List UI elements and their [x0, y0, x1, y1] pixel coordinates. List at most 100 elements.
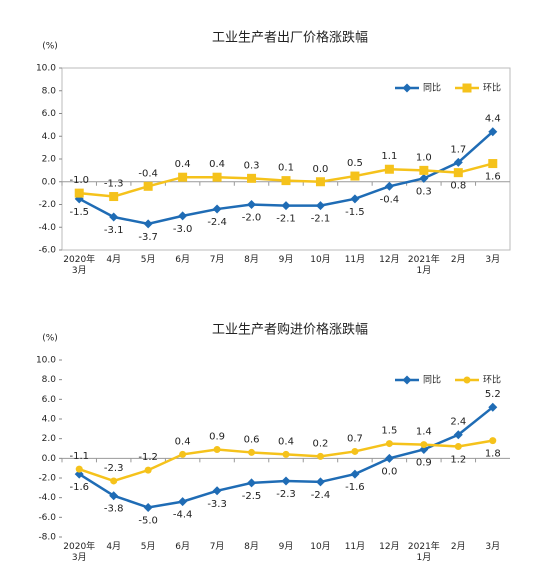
value-label: -3.7: [138, 232, 158, 243]
value-label: -0.4: [138, 168, 158, 179]
data-point: [488, 159, 498, 169]
value-label: -2.0: [242, 213, 262, 224]
data-point: [488, 127, 498, 137]
data-point: [350, 194, 360, 204]
data-point: [350, 171, 360, 181]
x-tick-label: 7月: [209, 255, 225, 265]
data-point: [454, 443, 462, 451]
x-tick-label: 9月: [278, 542, 294, 552]
value-label: -1.6: [69, 482, 89, 493]
value-label: -2.4: [207, 217, 227, 228]
y-tick-label: 10.0: [36, 356, 56, 366]
legend-marker: [462, 83, 472, 93]
value-label: 2.4: [450, 417, 466, 428]
chart-title: 工业生产者出厂价格涨跌幅: [212, 30, 368, 46]
value-label: 1.1: [381, 151, 397, 162]
value-label: -1.3: [104, 179, 124, 190]
data-point: [178, 211, 188, 221]
value-label: -2.5: [242, 491, 262, 502]
x-tick-label: 2020年 3月: [63, 542, 96, 563]
data-point: [316, 452, 324, 460]
data-point: [281, 476, 291, 486]
data-point: [109, 192, 119, 202]
x-tick-label: 8月: [244, 542, 259, 552]
legend-marker: [402, 83, 412, 93]
value-label: 0.2: [313, 438, 329, 449]
data-point: [179, 450, 187, 458]
data-point: [282, 450, 290, 458]
data-point: [419, 173, 429, 183]
value-label: 0.0: [381, 466, 397, 477]
x-tick-label: 10月: [310, 542, 331, 552]
x-tick-label: 3月: [485, 542, 501, 552]
data-point: [315, 477, 325, 487]
value-label: -3.0: [173, 224, 193, 235]
x-tick-label: 2月: [450, 255, 466, 265]
x-tick-label: 11月: [344, 542, 366, 552]
value-label: -1.0: [69, 175, 89, 186]
x-tick-label: 12月: [379, 255, 400, 265]
value-label: -1.5: [345, 207, 365, 218]
data-point: [248, 448, 256, 456]
value-label: 0.4: [278, 436, 294, 447]
y-tick-label: -4.0: [38, 493, 56, 503]
data-point: [212, 204, 222, 214]
y-tick-label: 4.0: [42, 415, 57, 425]
value-label: -2.1: [311, 214, 331, 225]
y-tick-label: 0.0: [42, 454, 57, 464]
value-label: 0.7: [347, 433, 363, 444]
value-label: -3.1: [104, 225, 124, 236]
y-tick-label: 2.0: [42, 155, 57, 165]
y-tick-label: 6.0: [42, 395, 57, 405]
data-point: [281, 176, 291, 186]
data-point: [385, 440, 393, 448]
y-axis-label: (%): [42, 42, 58, 52]
x-tick-label: 2月: [450, 542, 466, 552]
data-point: [247, 200, 257, 209]
data-point: [109, 491, 119, 501]
value-label: 0.0: [313, 164, 329, 175]
value-label: -3.3: [207, 499, 227, 510]
y-tick-label: -2.0: [38, 200, 56, 210]
data-point: [143, 181, 153, 191]
legend-label: 同比: [423, 374, 441, 386]
x-tick-label: 4月: [106, 542, 122, 552]
y-tick-label: 8.0: [42, 86, 57, 96]
value-label: -2.3: [104, 463, 124, 474]
x-tick-label: 6月: [175, 255, 190, 265]
value-label: 0.3: [416, 186, 432, 197]
data-point: [281, 201, 291, 211]
data-point: [109, 212, 119, 222]
y-tick-label: -2.0: [38, 474, 56, 484]
data-point: [110, 477, 118, 485]
x-tick-label: 8月: [244, 255, 259, 265]
value-label: -2.4: [311, 490, 331, 501]
data-point: [488, 402, 498, 412]
legend-marker: [463, 376, 471, 384]
value-label: -1.5: [69, 207, 89, 218]
value-label: 0.9: [416, 457, 432, 468]
data-point: [453, 168, 463, 178]
data-point: [420, 441, 428, 449]
x-tick-label: 2021年 1月: [407, 542, 440, 563]
data-point: [143, 219, 153, 229]
data-point: [489, 437, 497, 445]
x-tick-label: 12月: [379, 542, 400, 552]
data-point: [144, 466, 152, 474]
legend-label: 同比: [423, 82, 441, 94]
value-label: -1.1: [69, 451, 89, 462]
x-tick-label: 2021年 1月: [407, 255, 440, 276]
value-label: 0.6: [244, 434, 260, 445]
value-label: 1.6: [485, 172, 501, 183]
y-tick-label: 8.0: [42, 375, 57, 385]
y-tick-label: 2.0: [42, 434, 57, 444]
x-tick-label: 11月: [344, 255, 366, 265]
data-point: [247, 478, 257, 488]
data-point: [419, 165, 429, 175]
y-tick-label: 0.0: [42, 177, 57, 187]
x-tick-label: 5月: [140, 255, 156, 265]
value-label: 1.0: [416, 152, 432, 163]
x-tick-label: 5月: [140, 542, 156, 552]
data-point: [247, 173, 257, 183]
